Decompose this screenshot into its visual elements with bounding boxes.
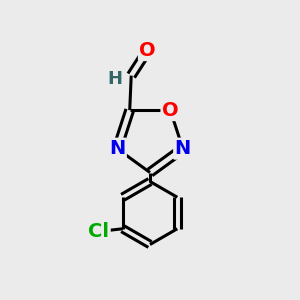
Text: O: O	[162, 100, 178, 120]
Text: Cl: Cl	[88, 222, 109, 241]
Text: H: H	[107, 70, 122, 88]
Text: N: N	[175, 139, 191, 158]
Text: N: N	[109, 139, 125, 158]
Text: O: O	[140, 40, 156, 60]
